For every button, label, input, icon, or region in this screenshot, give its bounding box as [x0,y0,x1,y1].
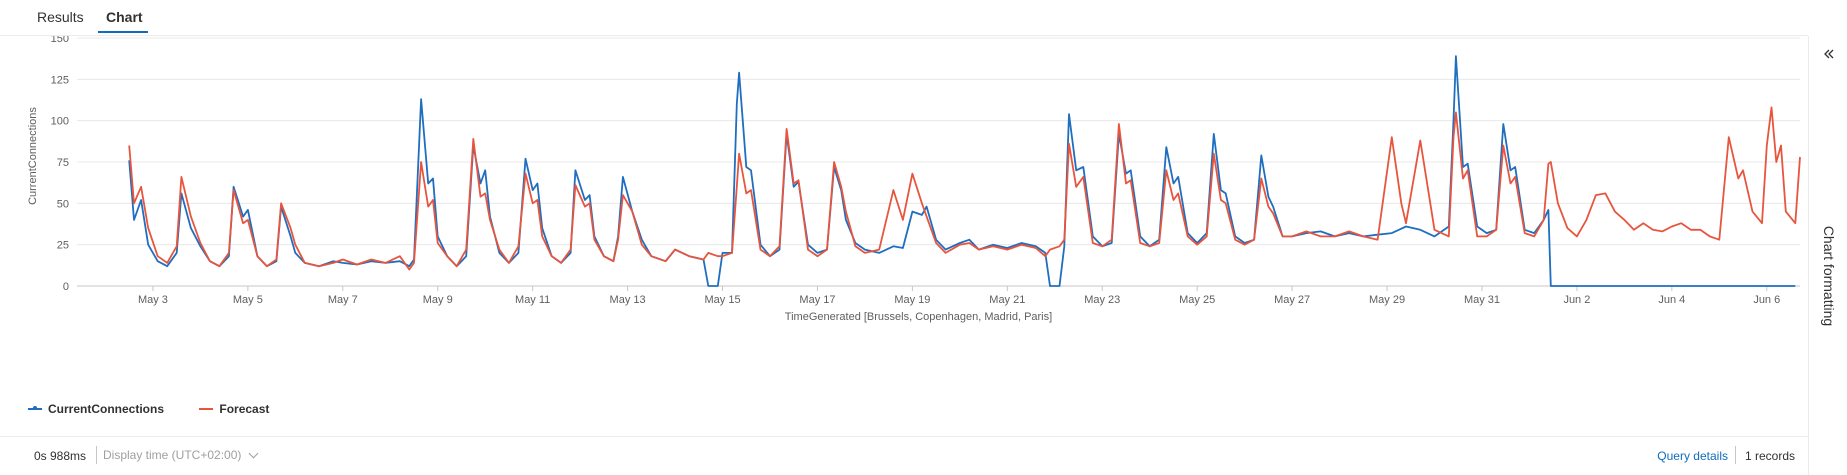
display-time-dropdown[interactable]: Display time (UTC+02:00) [103,448,259,462]
x-axis-title: TimeGenerated [Brussels, Copenhagen, Mad… [785,311,1052,323]
display-time-label: Display time (UTC+02:00) [103,448,242,462]
series-line-forecast [128,106,1801,271]
line-chart[interactable]: 0 25 50 75 100 125 150 May 3 May 5 May 7 May 9 May … [0,36,1808,390]
chart-area: 0 25 50 75 100 125 150 May 3 May 5 May 7 May 9 May … [0,36,1808,390]
x-tick-label: Jun 6 [1753,294,1780,306]
x-tick-label: Jun 2 [1563,294,1590,306]
legend-label: CurrentConnections [48,402,165,416]
legend-item-currentconnections[interactable]: CurrentConnections [28,402,164,416]
legend-item-forecast[interactable]: Forecast [199,402,269,416]
x-tick-label: May 31 [1464,294,1500,306]
x-tick-label: May 7 [328,294,358,306]
x-tick-label: May 5 [233,294,263,306]
legend-label: Forecast [219,402,270,416]
chart-legend: CurrentConnections Forecast [28,399,301,416]
x-tick-label: May 11 [515,294,550,306]
divider [0,35,1808,36]
y-tick-label: 125 [51,74,69,86]
divider [0,436,1808,437]
x-tick-label: May 9 [423,294,453,306]
y-tick-label: 150 [51,36,69,45]
y-tick-label: 50 [57,198,69,210]
x-tick-label: May 25 [1179,294,1215,306]
status-bar: 0s 988ms Display time (UTC+02:00) Query … [0,437,1808,475]
x-tick-label: May 29 [1369,294,1405,306]
x-tick-label: May 15 [704,294,740,306]
chevron-down-icon [248,448,259,458]
double-chevron-left-icon[interactable] [1819,44,1839,64]
series-line-currentconnections [128,55,1796,287]
x-tick-label: May 19 [894,294,930,306]
record-count: 1 records [1745,449,1796,463]
x-tick-label: May 21 [989,294,1025,306]
x-tick-label: May 27 [1274,294,1310,306]
y-tick-label: 25 [57,240,69,252]
chart-formatting-toggle[interactable]: Chart formatting [1821,225,1837,327]
y-tick-label: 75 [57,157,69,169]
y-tick-label: 100 [51,116,69,128]
separator [96,446,97,464]
elapsed-time: 0s 988ms [34,449,87,463]
query-details-link[interactable]: Query details [1657,449,1728,463]
tab-bar: Results Chart [0,0,1808,36]
chart-formatting-panel: Chart formatting [1808,36,1847,475]
tab-chart[interactable]: Chart [106,9,143,25]
legend-swatch-forecast [199,408,214,410]
y-axis-title: CurrentConnections [27,107,39,205]
y-tick-label: 0 [63,281,69,293]
x-tick-label: May 23 [1084,294,1120,306]
x-tick-label: May 17 [799,294,835,306]
x-tick-label: Jun 4 [1658,294,1685,306]
separator [1735,446,1736,464]
x-tick-label: May 13 [610,294,646,306]
active-tab-indicator [98,31,148,33]
legend-swatch-currentconnections [28,406,42,410]
x-tick-label: May 3 [138,294,168,306]
tab-results[interactable]: Results [37,9,84,25]
